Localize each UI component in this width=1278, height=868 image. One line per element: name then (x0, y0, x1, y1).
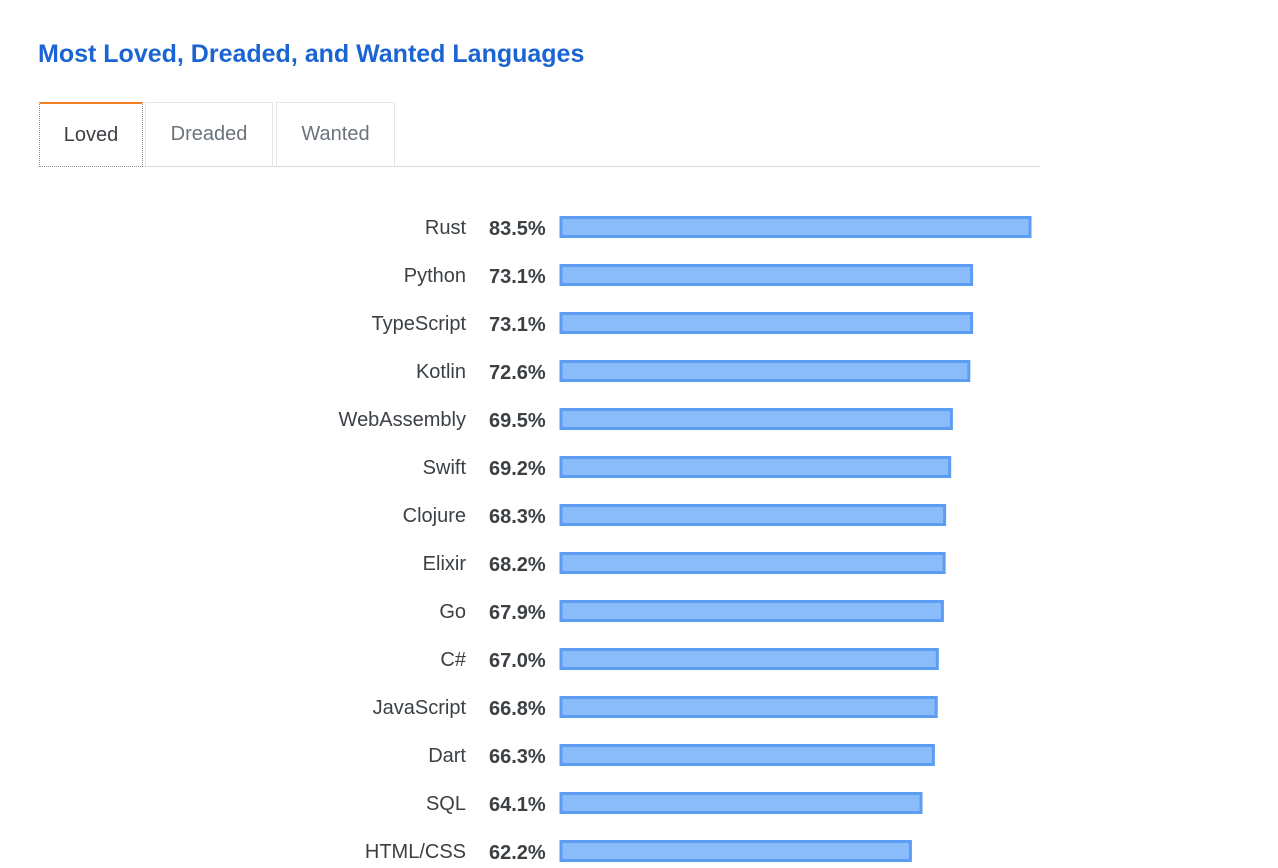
category-label-sql: SQL (426, 793, 466, 815)
value-label-csharp: 67.0% (489, 650, 546, 672)
category-label-javascript: JavaScript (373, 697, 467, 719)
value-label-swift: 69.2% (489, 458, 546, 480)
bar-elixir (559, 552, 946, 574)
value-label-kotlin: 72.6% (489, 362, 546, 384)
category-label-go: Go (439, 601, 466, 623)
tab-wanted[interactable]: Wanted (276, 102, 395, 166)
bar-javascript (559, 696, 938, 718)
value-label-python: 73.1% (489, 266, 546, 288)
value-label-typescript: 73.1% (489, 314, 546, 336)
category-label-rust: Rust (425, 217, 467, 239)
tab-bar: Loved Dreaded Wanted (38, 102, 1040, 167)
category-label-swift: Swift (423, 457, 467, 479)
bar-csharp (559, 648, 939, 670)
bar-go (559, 600, 944, 622)
bar-typescript (559, 312, 974, 334)
category-label-elixir: Elixir (423, 553, 467, 575)
value-label-clojure: 68.3% (489, 506, 546, 528)
bar-html-css (559, 840, 912, 862)
value-label-dart: 66.3% (489, 746, 546, 768)
category-label-clojure: Clojure (403, 505, 466, 527)
value-label-sql: 64.1% (489, 794, 546, 816)
bar-kotlin (559, 360, 971, 382)
bar-python (559, 264, 974, 286)
category-label-dart: Dart (428, 745, 466, 767)
bar-clojure (559, 504, 947, 526)
bar-dart (559, 744, 935, 766)
category-label-csharp: C# (440, 649, 466, 671)
category-label-python: Python (404, 265, 466, 287)
tab-dreaded[interactable]: Dreaded (145, 102, 273, 166)
tab-loved[interactable]: Loved (39, 102, 143, 167)
bar-webassembly (559, 408, 953, 430)
value-label-go: 67.9% (489, 602, 546, 624)
value-label-elixir: 68.2% (489, 554, 546, 576)
category-label-kotlin: Kotlin (416, 361, 466, 383)
value-label-rust: 83.5% (489, 218, 546, 240)
bar-sql (559, 792, 923, 814)
category-label-webassembly: WebAssembly (339, 409, 466, 431)
value-label-webassembly: 69.5% (489, 410, 546, 432)
value-label-html-css: 62.2% (489, 842, 546, 864)
category-label-html-css: HTML/CSS (365, 841, 466, 863)
category-label-typescript: TypeScript (372, 313, 467, 335)
bar-rust (559, 216, 1032, 238)
page-title: Most Loved, Dreaded, and Wanted Language… (38, 40, 585, 68)
value-label-javascript: 66.8% (489, 698, 546, 720)
bar-swift (559, 456, 952, 478)
